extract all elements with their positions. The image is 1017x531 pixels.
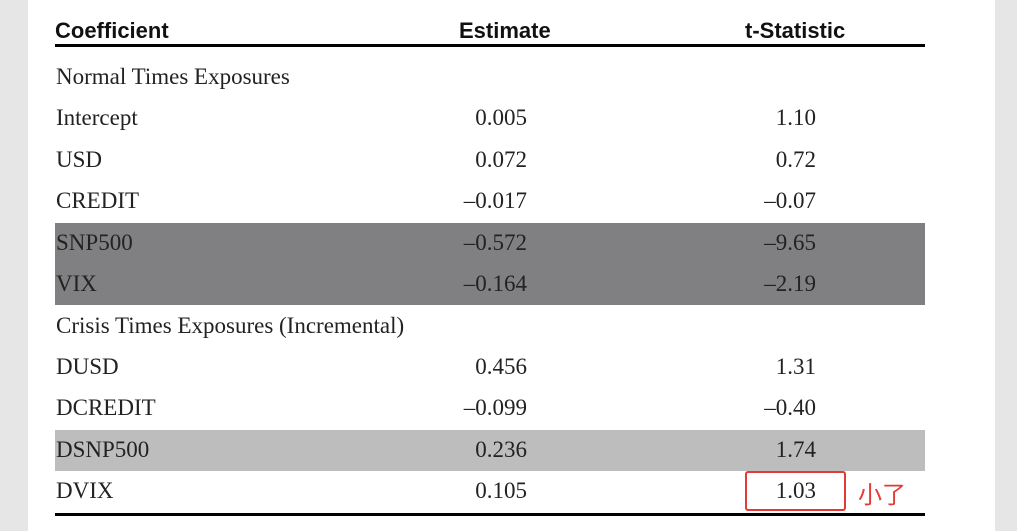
bottom-rule <box>55 513 925 516</box>
t-statistic: 1.31 <box>775 353 816 379</box>
annotation: 小了 <box>858 481 906 509</box>
estimate: 0.236 <box>475 436 527 462</box>
row-label: Intercept <box>56 105 138 130</box>
estimate: –0.572 <box>463 229 527 255</box>
estimate: –0.164 <box>463 271 527 296</box>
estimate: 0.456 <box>475 353 527 379</box>
row-label: DCREDIT <box>56 395 156 420</box>
column-header: Estimate <box>459 18 551 43</box>
estimate: 0.072 <box>475 146 527 172</box>
row-shade <box>55 429 925 471</box>
row-label: CREDIT <box>56 188 140 213</box>
section-title: Crisis Times Exposures (Incremental) <box>56 312 405 338</box>
row-label: USD <box>56 146 103 172</box>
column-header: t-Statistic <box>745 18 846 43</box>
section-title: Normal Times Exposures <box>56 64 290 89</box>
row-label: VIX <box>56 271 97 296</box>
row-label: SNP500 <box>56 229 133 255</box>
row-shade <box>55 222 925 264</box>
t-statistic: 1.03 <box>775 478 816 503</box>
estimate: –0.017 <box>463 188 527 213</box>
t-statistic: –0.40 <box>764 395 816 420</box>
highlight-box <box>745 471 846 511</box>
t-statistic: –0.07 <box>764 188 816 213</box>
row-label: DVIX <box>56 478 114 503</box>
estimate: –0.099 <box>463 395 527 420</box>
t-statistic: –2.19 <box>764 271 816 296</box>
t-statistic: 1.10 <box>775 105 816 130</box>
t-statistic: 1.74 <box>775 436 816 462</box>
header-rule <box>55 44 925 47</box>
t-statistic: 0.72 <box>775 146 816 172</box>
estimate: 0.105 <box>475 478 527 503</box>
row-label: DUSD <box>56 353 119 379</box>
estimate: 0.005 <box>475 105 527 130</box>
row-label: DSNP500 <box>56 436 150 462</box>
column-header: Coefficient <box>55 18 169 43</box>
row-shade <box>55 264 925 305</box>
t-statistic: –9.65 <box>764 229 816 255</box>
